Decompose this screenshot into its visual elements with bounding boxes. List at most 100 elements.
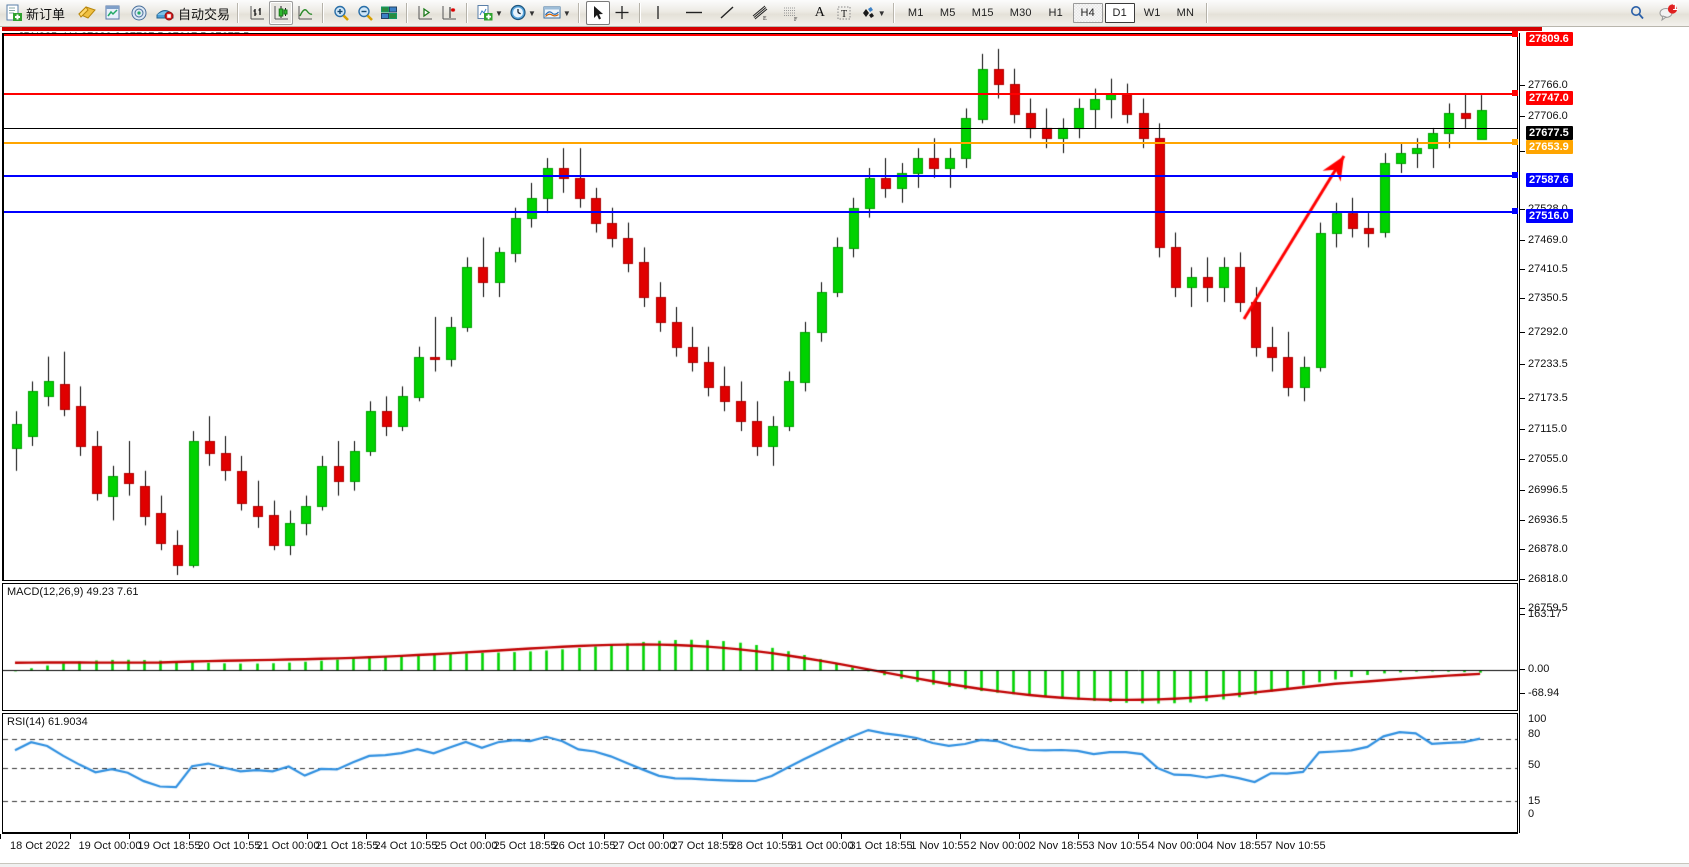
- time-axis-tick: [426, 834, 427, 839]
- price-tick-label: 27115.0: [1528, 423, 1567, 435]
- price-level-label-blue[interactable]: 27516.0: [1526, 209, 1573, 223]
- equidistant-channel-button[interactable]: E: [746, 1, 774, 25]
- new-order-button[interactable]: 新订单: [2, 1, 68, 25]
- chart-shift-button[interactable]: [413, 1, 437, 25]
- line-chart-button[interactable]: [293, 1, 317, 25]
- candlestick-chart-button[interactable]: [269, 1, 294, 25]
- svg-text:T: T: [841, 9, 847, 20]
- price-level-label-blue[interactable]: 27587.6: [1526, 173, 1573, 187]
- price-level-label-red[interactable]: 27809.6: [1526, 32, 1573, 46]
- price-scale[interactable]: 27766.027706.027647.527528.027469.027410…: [1519, 32, 1609, 833]
- objects-button[interactable]: ▼: [856, 1, 889, 25]
- price-level-handle[interactable]: [1512, 139, 1518, 145]
- toolbar-grip-1[interactable]: [237, 3, 242, 23]
- timeframe-w1[interactable]: W1: [1137, 3, 1168, 23]
- price-tick: [1520, 332, 1525, 333]
- time-axis-label: 25 Oct 00:00: [434, 840, 498, 852]
- clock-icon: [510, 4, 526, 21]
- autotrading-button[interactable]: 自动交易: [152, 1, 233, 25]
- macd-pane[interactable]: MACD(12,26,9) 49.23 7.61: [2, 583, 1518, 711]
- macd-scale-label: 0.00: [1528, 663, 1550, 675]
- timeframe-m1[interactable]: M1: [901, 3, 931, 23]
- data-window-button[interactable]: [100, 1, 126, 25]
- toolbar-grip-3[interactable]: [892, 3, 897, 23]
- price-level-handle[interactable]: [1512, 172, 1518, 178]
- tile-windows-button[interactable]: [377, 1, 401, 25]
- price-level-handle[interactable]: [1512, 31, 1518, 37]
- timeframe-label: W1: [1143, 7, 1161, 19]
- horizontal-line-button[interactable]: [680, 1, 708, 25]
- notification-button[interactable]: 1: [1655, 1, 1681, 25]
- notification-count: 1: [1672, 2, 1678, 13]
- timeframe-m30[interactable]: M30: [1003, 3, 1039, 23]
- equidistant-channel-icon: E: [752, 5, 768, 22]
- time-axis-tick: [70, 834, 71, 839]
- auto-scroll-button[interactable]: [437, 1, 461, 25]
- timeframe-h4[interactable]: H4: [1072, 3, 1103, 23]
- time-axis-tick: [841, 834, 842, 839]
- time-axis-tick: [900, 834, 901, 839]
- candlestick-canvas: [4, 34, 1518, 580]
- vertical-line-icon: [657, 6, 659, 19]
- rsi-pane[interactable]: RSI(14) 61.9034: [2, 713, 1518, 833]
- indicators-button[interactable]: ▼: [473, 1, 506, 25]
- text-icon: A: [814, 5, 825, 20]
- rsi-canvas: [3, 714, 1517, 832]
- price-tick: [1520, 151, 1525, 152]
- timeframe-mn[interactable]: MN: [1170, 3, 1202, 23]
- timeframe-m5[interactable]: M5: [933, 3, 963, 23]
- price-level-line-blue[interactable]: [4, 175, 1518, 177]
- zoom-in-button[interactable]: [329, 1, 353, 25]
- bar-chart-button[interactable]: [245, 1, 269, 25]
- rsi-scale-label: 100: [1528, 713, 1547, 725]
- chart-area[interactable]: JPN225-,H4 27620.0 27707.5 27617.5 27677…: [0, 27, 1689, 867]
- navigator-button[interactable]: [126, 1, 152, 25]
- timeframe-h1[interactable]: H1: [1041, 3, 1071, 23]
- templates-button[interactable]: ▼: [539, 1, 574, 25]
- time-axis-label: 3 Nov 10:55: [1088, 840, 1148, 852]
- trendline-button[interactable]: [714, 1, 740, 25]
- timeframe-d1[interactable]: D1: [1104, 3, 1135, 23]
- period-button[interactable]: ▼: [506, 1, 539, 25]
- price-level-label-ask[interactable]: 27653.9: [1526, 140, 1573, 154]
- crosshair-button[interactable]: [610, 1, 634, 25]
- text-button[interactable]: A: [808, 1, 832, 25]
- price-level-label-red[interactable]: 27747.0: [1526, 91, 1573, 105]
- new-order-icon: [6, 4, 22, 21]
- fibonacci-button[interactable]: F: [778, 1, 804, 25]
- market-watch-button[interactable]: [74, 1, 100, 25]
- cursor-button[interactable]: [585, 1, 610, 25]
- price-tick: [1520, 490, 1525, 491]
- price-level-line-red[interactable]: [4, 93, 1518, 95]
- templates-dropdown-arrow[interactable]: ▼: [562, 8, 571, 18]
- price-level-line-ask[interactable]: [4, 142, 1518, 144]
- text-label-button[interactable]: T: [832, 1, 856, 25]
- price-level-handle[interactable]: [1512, 208, 1518, 214]
- period-dropdown-arrow[interactable]: ▼: [527, 8, 536, 18]
- zoom-out-button[interactable]: [353, 1, 377, 25]
- indicators-dropdown-arrow[interactable]: ▼: [495, 8, 503, 18]
- timeframe-m15[interactable]: M15: [965, 3, 1001, 23]
- tile-windows-icon: [381, 6, 398, 19]
- time-axis-tick: [960, 834, 961, 839]
- price-tick-label: 27766.0: [1528, 79, 1568, 91]
- price-level-label-last[interactable]: 27677.5: [1526, 126, 1573, 140]
- svg-text:E: E: [763, 16, 767, 22]
- price-level-handle[interactable]: [1512, 90, 1518, 96]
- cursor-icon: [593, 6, 603, 20]
- macd-scale-tick: [1520, 669, 1525, 670]
- price-pane[interactable]: [2, 31, 1518, 581]
- price-level-line-red[interactable]: [4, 34, 1518, 36]
- time-axis-tick: [0, 834, 1, 839]
- time-axis[interactable]: 18 Oct 2022 19 Oct 00:00 19 Oct 18:55 20 Oc…: [0, 833, 1518, 865]
- price-level-line-blue[interactable]: [4, 211, 1518, 213]
- autotrading-label: 自动交易: [178, 6, 231, 22]
- time-axis-label: 4 Nov 18:55: [1207, 840, 1267, 852]
- time-axis-label: 7 Nov 10:55: [1266, 840, 1326, 852]
- search-button[interactable]: [1625, 1, 1649, 25]
- toolbar-grip-2[interactable]: [577, 3, 582, 23]
- timeframe-label: M1: [907, 7, 924, 19]
- bar-chart-icon: [250, 6, 265, 20]
- vertical-line-button[interactable]: [646, 1, 670, 25]
- objects-dropdown-arrow[interactable]: ▼: [877, 8, 886, 18]
